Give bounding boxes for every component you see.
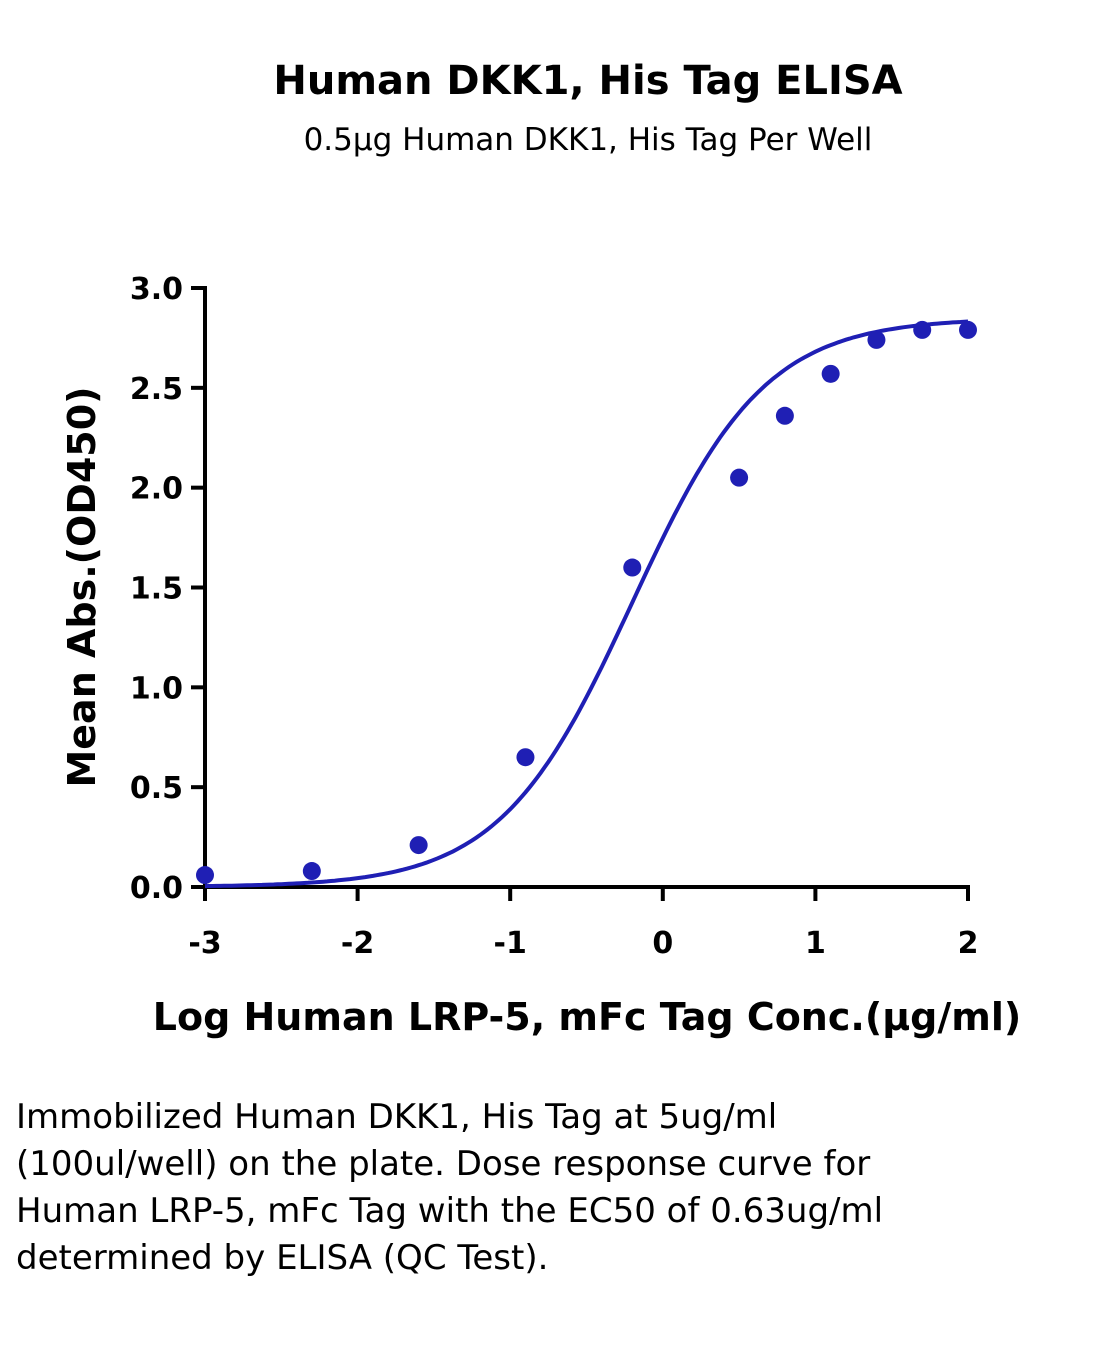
y-tick-label: 2.5 [130, 372, 183, 407]
caption: Immobilized Human DKK1, His Tag at 5ug/m… [16, 1097, 884, 1278]
data-point [409, 836, 428, 855]
y-tick-label: 0.0 [130, 871, 183, 906]
data-point [913, 320, 932, 339]
data-points [196, 320, 977, 885]
x-tick-label: -3 [188, 926, 221, 961]
data-point [196, 866, 214, 885]
ticks: -3 -2 -1 0 1 2 0.0 0.5 1.0 1.5 2.0 2.5 3.0 [130, 272, 979, 961]
y-tick-label: 1.0 [130, 671, 183, 706]
y-axis-label: Mean Abs.(OD450) [60, 386, 104, 787]
x-tick-label: -2 [341, 926, 374, 961]
y-tick-label: 3.0 [130, 272, 183, 307]
elisa-chart: Human DKK1, His Tag ELISA 0.5μg Human DK… [60, 58, 1021, 1039]
y-tick-label: 1.5 [130, 572, 183, 607]
fit-curve [204, 319, 969, 889]
x-tick-label: -1 [494, 926, 527, 961]
data-point [730, 468, 749, 487]
y-tick-label: 2.0 [130, 472, 183, 507]
x-tick-label: 0 [652, 926, 673, 961]
x-tick-label: 1 [805, 926, 826, 961]
data-point [516, 748, 535, 767]
data-point [775, 406, 794, 425]
data-point [867, 330, 886, 349]
x-axis-label: Log Human LRP-5, mFc Tag Conc.(μg/ml) [153, 995, 1021, 1039]
data-point [623, 558, 642, 577]
chart-subtitle: 0.5μg Human DKK1, His Tag Per Well [304, 122, 873, 158]
data-point [821, 364, 840, 383]
y-tick-label: 0.5 [130, 771, 183, 806]
x-tick-label: 2 [958, 926, 979, 961]
axes [203, 286, 970, 889]
chart-title: Human DKK1, His Tag ELISA [273, 58, 902, 104]
data-point [959, 320, 977, 339]
data-point [302, 862, 321, 881]
